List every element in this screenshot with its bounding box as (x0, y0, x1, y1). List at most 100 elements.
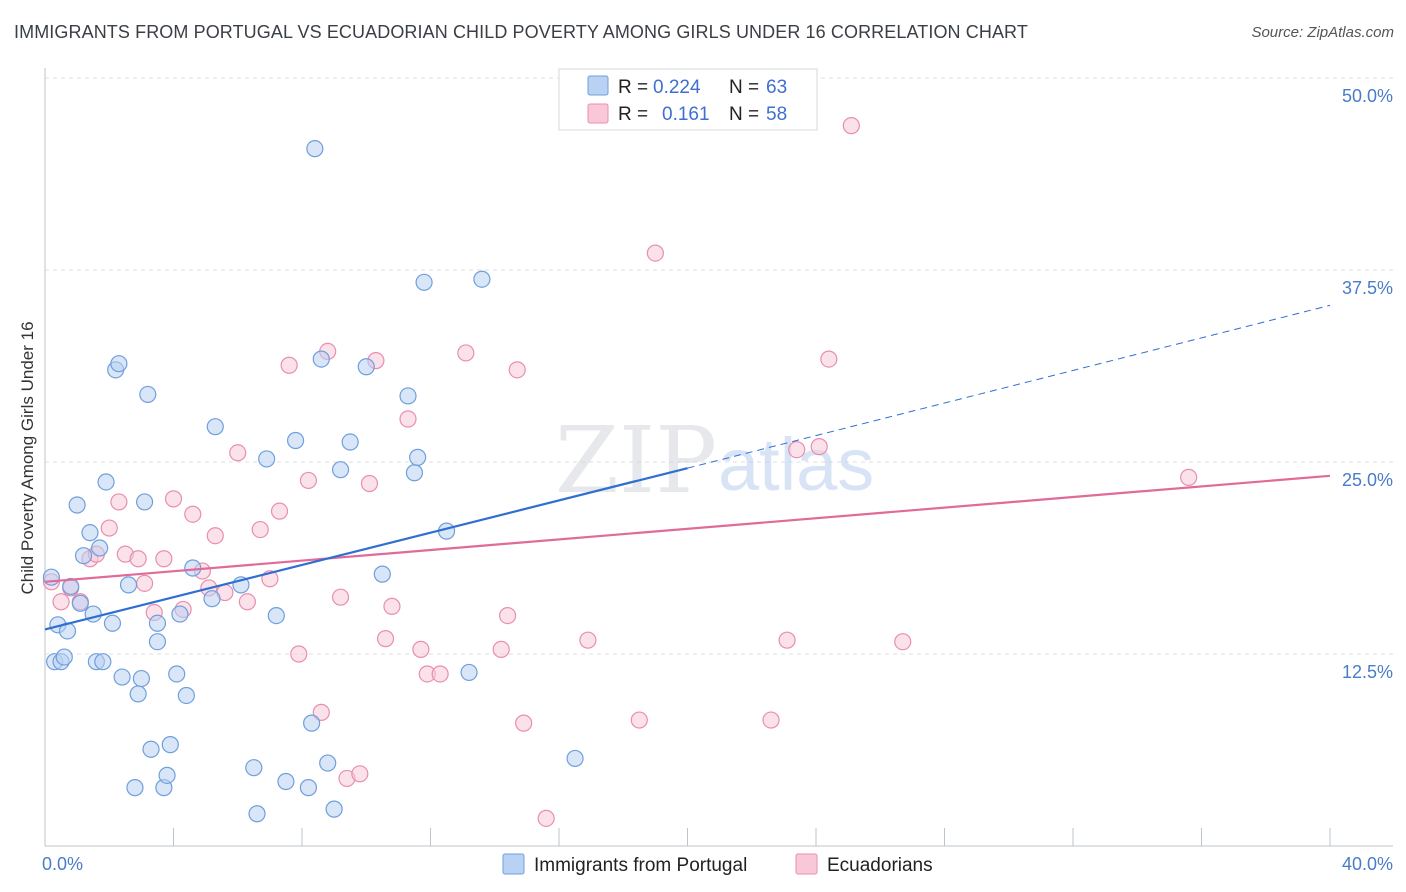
ecuadorians-point-53 (810, 438, 828, 456)
y-tick-labels: 12.5% 25.0% 37.5% 50.0% (1342, 86, 1393, 682)
legend-r-value-pink: 0.161 (662, 104, 710, 125)
series-legend-swatch-ecuadorians (795, 853, 818, 875)
portugal-point-6 (62, 577, 80, 596)
portugal-point-30 (158, 766, 176, 784)
ecuadorians-point-43 (499, 606, 517, 625)
portugal-point-44 (286, 431, 305, 450)
portugal-point-19 (113, 668, 131, 686)
ecuadorians-point-36 (383, 597, 401, 615)
ecuadorians-point-51 (778, 631, 796, 649)
stats-legend: R = 0.224 N = 63 R = 0.161 N = 58 (558, 68, 818, 131)
portugal-point-36 (203, 590, 221, 608)
ecuadorians-trend-line (44, 474, 1331, 583)
ecuadorians-point-41 (457, 344, 475, 362)
portugal-point-40 (248, 805, 266, 823)
portugal-point-24 (135, 493, 154, 511)
x-tick-label-min: 0.0% (42, 854, 83, 874)
ecuadorians-point-9 (129, 550, 147, 568)
legend-r-label-blue: R = (618, 77, 648, 98)
ecuadorians-point-25 (280, 356, 298, 374)
ecuadorians-point-32 (351, 765, 369, 783)
ecuadorians-point-38 (412, 640, 430, 658)
portugal-point-53 (357, 358, 375, 376)
y-tick-label-1: 25.0% (1342, 470, 1393, 490)
portugal-point-42 (267, 606, 285, 625)
portugal-point-31 (161, 736, 179, 754)
series-legend-label-portugal: Immigrants from Portugal (534, 855, 747, 876)
ecuadorians-point-21 (238, 593, 256, 611)
portugal-point-41 (258, 450, 276, 468)
ecuadorians-point-18 (206, 527, 224, 545)
portugal-point-27 (148, 633, 167, 651)
ecuadorians-point-24 (270, 502, 289, 520)
ecuadorians-point-55 (842, 117, 860, 135)
ecuadorians-point-30 (331, 588, 350, 606)
portugal-point-9 (74, 547, 93, 565)
portugal-trend-extension (687, 304, 1331, 469)
series-legend: Immigrants from Portugal Ecuadorians (502, 853, 933, 876)
portugal-point-8 (71, 594, 89, 612)
portugal-point-58 (415, 273, 433, 291)
portugal-point-45 (299, 779, 318, 797)
ecuadorians-point-13 (164, 490, 183, 508)
legend-r-value-blue: 0.224 (653, 77, 701, 98)
portugal-point-14 (94, 653, 112, 671)
ecuadorians-point-44 (508, 361, 526, 379)
ecuadorians-point-35 (376, 630, 395, 648)
ecuadorians-point-22 (251, 520, 269, 539)
portugal-point-33 (171, 605, 189, 623)
series-legend-label-ecuadorians: Ecuadorians (827, 855, 933, 876)
portugal-point-22 (129, 685, 147, 703)
legend-r-label-pink: R = (618, 104, 648, 125)
ecuadorians-point-26 (290, 645, 308, 663)
portugal-point-37 (206, 418, 224, 436)
portugal-point-35 (184, 559, 202, 577)
portugal-point-26 (142, 740, 160, 758)
portugal-point-49 (319, 754, 337, 772)
legend-n-value-pink: 58 (766, 104, 787, 125)
portugal-point-50 (325, 800, 343, 818)
watermark-atlas: atlas (718, 423, 874, 506)
ecuadorians-point-27 (299, 471, 318, 490)
ecuadorians-point-52 (788, 441, 806, 459)
legend-swatch-pink (587, 103, 609, 124)
portugal-point-46 (303, 714, 321, 732)
ecuadorians-point-40 (431, 665, 449, 683)
portugal-point-28 (148, 614, 167, 632)
portugal-point-47 (306, 140, 324, 158)
grid-lines (45, 77, 1393, 655)
axes (44, 68, 1393, 847)
portugal-point-43 (277, 772, 295, 791)
watermark: ZIP atlas (555, 407, 874, 514)
ecuadorians-point-47 (579, 631, 597, 649)
portugal-point-55 (399, 387, 417, 405)
ecuadorians-point-37 (399, 410, 417, 428)
portugal-point-16 (103, 614, 122, 632)
portugal-point-57 (409, 448, 427, 466)
portugal-point-39 (245, 759, 263, 777)
ecuadorians-point-20 (229, 444, 247, 462)
y-tick-label-3: 50.0% (1342, 86, 1393, 106)
ecuadorians-point-46 (537, 809, 555, 827)
x-tick-label-max: 40.0% (1342, 854, 1393, 874)
ecuadorians-point-15 (184, 505, 202, 523)
portugal-point-4 (55, 648, 73, 666)
legend-swatch-blue (587, 75, 609, 96)
portugal-point-18 (110, 355, 128, 373)
ecuadorians-point-49 (646, 244, 664, 262)
ecuadorians-point-48 (630, 711, 648, 729)
portugal-point-21 (126, 779, 144, 797)
portugal-point-52 (341, 433, 359, 451)
portugal-point-15 (97, 473, 115, 491)
portugal-point-51 (331, 461, 350, 479)
legend-n-label-pink: N = (729, 104, 759, 125)
ecuadorians-point-50 (762, 711, 780, 729)
series-legend-swatch-portugal (502, 853, 525, 875)
ecuadorians-point-54 (820, 350, 838, 368)
portugal-trend-line (44, 467, 688, 631)
portugal-point-61 (473, 270, 491, 288)
portugal-point-25 (139, 385, 157, 404)
y-axis-label: Child Poverty Among Girls Under 16 (18, 321, 37, 594)
portugal-point-32 (168, 665, 186, 683)
